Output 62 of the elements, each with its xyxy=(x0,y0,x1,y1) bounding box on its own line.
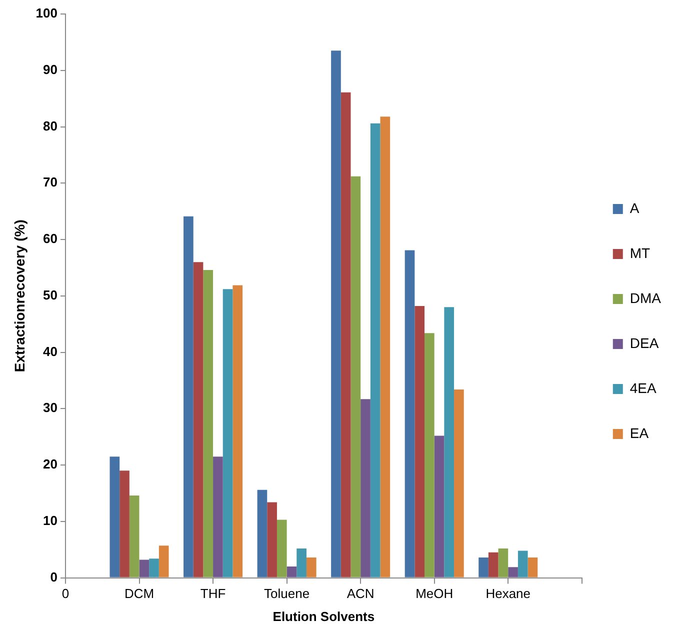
bar xyxy=(296,548,306,578)
bar xyxy=(454,389,464,578)
bar xyxy=(184,216,194,578)
x-axis-title: Elution Solvents xyxy=(272,608,375,624)
legend-label: DEA xyxy=(630,334,660,351)
x-tick-label: ACN xyxy=(346,586,374,602)
bar xyxy=(203,270,214,578)
bar xyxy=(129,495,140,578)
legend-label: 4EA xyxy=(630,380,658,396)
bar xyxy=(528,558,538,578)
bar xyxy=(149,558,159,578)
bar xyxy=(434,436,444,578)
bar xyxy=(370,123,380,578)
legend-label: EA xyxy=(630,424,650,441)
bar xyxy=(424,333,434,578)
bar xyxy=(286,566,297,578)
bar xyxy=(257,490,268,578)
legend-label: MT xyxy=(630,244,651,261)
bar xyxy=(444,307,454,578)
x-tick-label: MeOH xyxy=(416,586,454,602)
y-tick-label: 10 xyxy=(43,513,58,528)
y-tick-label: 100 xyxy=(36,6,58,21)
bar xyxy=(331,50,341,578)
bar xyxy=(139,560,150,578)
legend-label: DMA xyxy=(630,290,662,306)
y-tick-label: 40 xyxy=(43,344,58,359)
bar xyxy=(518,550,528,578)
bar xyxy=(276,520,287,578)
x-tick-label: Hexane xyxy=(486,586,531,602)
bar xyxy=(158,546,169,578)
x-tick-label: THF xyxy=(200,586,226,602)
bar xyxy=(414,306,425,578)
bar xyxy=(404,250,415,578)
bar xyxy=(193,262,204,578)
bar xyxy=(508,567,518,578)
y-axis-title: Extractionrecovery (%) xyxy=(11,220,28,372)
y-tick-label: 50 xyxy=(43,287,58,302)
y-tick-label: 80 xyxy=(43,118,58,134)
bar xyxy=(350,176,361,578)
bar xyxy=(222,289,233,578)
bar xyxy=(267,502,277,578)
bar xyxy=(360,399,370,578)
x-tick-label: DCM xyxy=(124,586,154,602)
y-tick-label: 30 xyxy=(43,400,58,416)
bar xyxy=(498,548,508,578)
x-tick-label: 0 xyxy=(62,586,70,602)
bar xyxy=(306,558,316,578)
y-tick-label: 0 xyxy=(50,569,58,584)
bar xyxy=(232,285,243,578)
bar xyxy=(478,558,488,578)
bar xyxy=(110,456,120,578)
y-tick-label: 90 xyxy=(43,62,58,77)
bar xyxy=(213,456,223,578)
y-tick-label: 70 xyxy=(43,174,58,190)
bar xyxy=(120,470,130,578)
x-tick-label: Toluene xyxy=(264,586,310,602)
bar xyxy=(340,92,351,578)
y-tick-label: 60 xyxy=(43,231,58,246)
bar xyxy=(380,116,390,578)
bar xyxy=(488,552,498,578)
legend-label: A xyxy=(630,200,640,216)
y-tick-label: 20 xyxy=(43,456,58,472)
